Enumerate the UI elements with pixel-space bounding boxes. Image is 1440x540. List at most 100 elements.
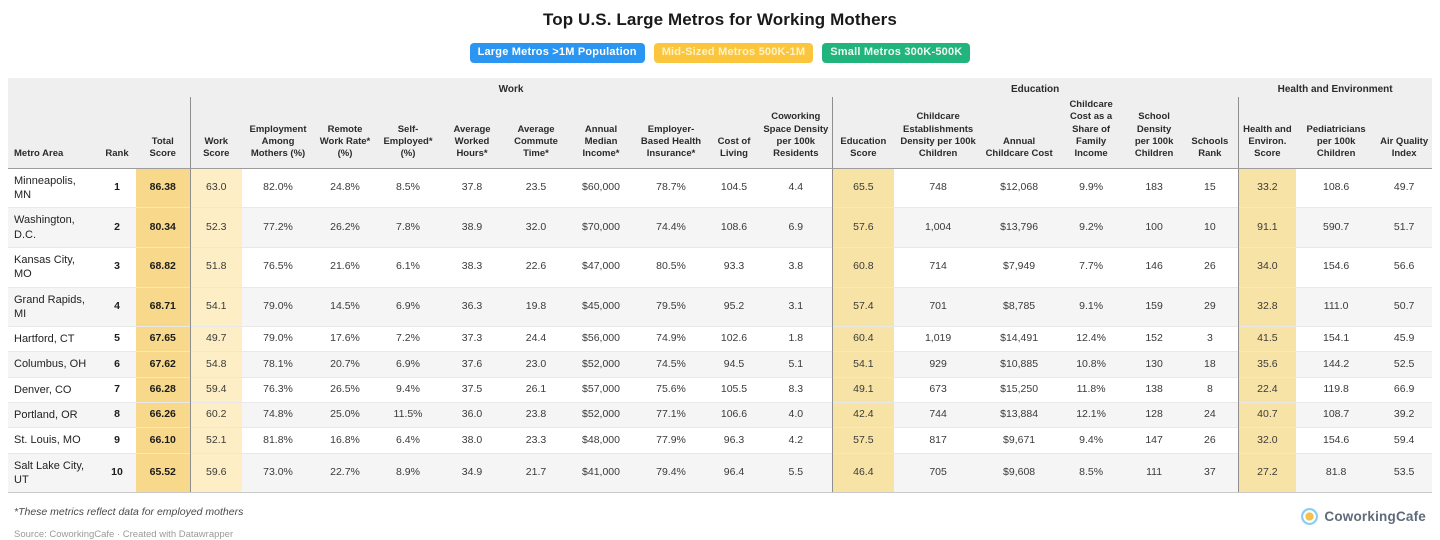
cell: 8.5% bbox=[376, 168, 441, 208]
cell: $13,796 bbox=[982, 207, 1057, 248]
cell: 59.4 bbox=[1376, 427, 1433, 454]
source-line[interactable]: Source: CoworkingCafe · Created with Dat… bbox=[14, 529, 234, 540]
cell: 5 bbox=[98, 326, 136, 352]
cell: $10,885 bbox=[982, 351, 1057, 378]
column-group-header: Education bbox=[832, 78, 1239, 97]
cell: $48,000 bbox=[568, 427, 635, 454]
cell: 108.7 bbox=[1296, 401, 1377, 428]
cell: 96.3 bbox=[708, 427, 761, 454]
table-row: Denver, CO 7 66.28 59.4 76.3% 26.5% 9.4% 37.5 26… bbox=[8, 376, 1433, 403]
cell: $13,884 bbox=[982, 401, 1057, 428]
cell: $60,000 bbox=[568, 168, 635, 208]
cell: $47,000 bbox=[568, 246, 635, 287]
cell: 183 bbox=[1126, 168, 1183, 208]
cell: 105.5 bbox=[708, 376, 761, 403]
cell: 68.71 bbox=[136, 286, 191, 327]
cell: 22.7% bbox=[314, 452, 377, 494]
cell: 7.8% bbox=[376, 207, 441, 248]
cell: 34.9 bbox=[440, 452, 505, 494]
cell: 38.0 bbox=[440, 427, 505, 454]
cell: 36.0 bbox=[440, 401, 505, 428]
cell: 5.5 bbox=[760, 452, 833, 494]
cell: 67.62 bbox=[136, 351, 191, 378]
cell: 77.1% bbox=[634, 401, 709, 428]
cell: 159 bbox=[1126, 286, 1183, 327]
cell: 3.1 bbox=[760, 286, 833, 327]
cell: 74.9% bbox=[634, 326, 709, 352]
cell: $14,491 bbox=[982, 326, 1057, 352]
cell: 37.6 bbox=[440, 351, 505, 378]
cell: 78.7% bbox=[634, 168, 709, 208]
cell: 38.9 bbox=[440, 207, 505, 248]
cell: 16.8% bbox=[314, 427, 377, 454]
cell: $12,068 bbox=[982, 168, 1057, 208]
cell: Minneapolis, MN bbox=[8, 168, 98, 208]
cell: 67.65 bbox=[136, 326, 191, 352]
cell: 56.6 bbox=[1376, 246, 1433, 287]
cell: 4.4 bbox=[760, 168, 833, 208]
cell: $70,000 bbox=[568, 207, 635, 248]
cell: 6 bbox=[98, 351, 136, 378]
cell: 9.2% bbox=[1056, 207, 1127, 248]
cell: 79.0% bbox=[242, 326, 315, 352]
cell: 15 bbox=[1182, 168, 1239, 208]
column-header: Education Score bbox=[831, 97, 895, 169]
legend-pill-2[interactable]: Small Metros 300K-500K bbox=[822, 43, 971, 63]
cell: 22.6 bbox=[504, 246, 569, 287]
cell: 76.3% bbox=[242, 376, 315, 403]
cell: 22.4 bbox=[1237, 376, 1297, 403]
coworkingcafe-logo[interactable]: CoworkingCafe bbox=[1301, 508, 1426, 526]
cell: 1 bbox=[98, 168, 136, 208]
cell: 45.9 bbox=[1376, 326, 1433, 352]
cell: 29 bbox=[1182, 286, 1239, 327]
cell: $8,785 bbox=[982, 286, 1057, 327]
cell: 24.4 bbox=[504, 326, 569, 352]
table-row: Portland, OR 8 66.26 60.2 74.8% 25.0% 11.5% 36.… bbox=[8, 401, 1433, 428]
cell: 82.0% bbox=[242, 168, 315, 208]
cell: 80.5% bbox=[634, 246, 709, 287]
legend-pill-1[interactable]: Mid-Sized Metros 500K-1M bbox=[653, 43, 814, 63]
cell: 10 bbox=[98, 452, 136, 494]
cell: 32.0 bbox=[504, 207, 569, 248]
cell: 138 bbox=[1126, 376, 1183, 403]
cell: Portland, OR bbox=[8, 401, 98, 428]
column-header: Average Worked Hours* bbox=[440, 97, 505, 169]
cell: Denver, CO bbox=[8, 376, 98, 403]
cell: 59.4 bbox=[189, 376, 243, 403]
cell: $41,000 bbox=[568, 452, 635, 494]
cell: 52.5 bbox=[1376, 351, 1433, 378]
cell: 54.8 bbox=[189, 351, 243, 378]
cell: 37.5 bbox=[440, 376, 505, 403]
cell: 154.6 bbox=[1296, 246, 1377, 287]
cell: 76.5% bbox=[242, 246, 315, 287]
cell: 8 bbox=[98, 401, 136, 428]
cell: 38.3 bbox=[440, 246, 505, 287]
table-row: Salt Lake City, UT 10 65.52 59.6 73.0% 22.7% 8… bbox=[8, 452, 1433, 494]
cell: 108.6 bbox=[708, 207, 761, 248]
cell: 32.8 bbox=[1237, 286, 1297, 327]
table-row: Grand Rapids, MI 4 68.71 54.1 79.0% 14.5% 6.9%… bbox=[8, 286, 1433, 327]
cell: 81.8% bbox=[242, 427, 315, 454]
cell: 60.2 bbox=[189, 401, 243, 428]
column-group-header: Work bbox=[190, 78, 833, 97]
cell: 26.5% bbox=[314, 376, 377, 403]
column-header: Average Commute Time* bbox=[504, 97, 569, 169]
legend-pill-0[interactable]: Large Metros >1M Population bbox=[469, 43, 645, 63]
cell: 81.8 bbox=[1296, 452, 1377, 494]
table-row: Kansas City, MO 3 68.82 51.8 76.5% 21.6% 6.1% 3… bbox=[8, 246, 1433, 287]
cell: 9 bbox=[98, 427, 136, 454]
cell: 8.9% bbox=[376, 452, 441, 494]
cell: 49.1 bbox=[831, 376, 895, 403]
cell: 147 bbox=[1126, 427, 1183, 454]
cell: Hartford, CT bbox=[8, 326, 98, 352]
cell: 744 bbox=[894, 401, 983, 428]
cell: 7.2% bbox=[376, 326, 441, 352]
cell: 19.8 bbox=[504, 286, 569, 327]
cell: 65.5 bbox=[831, 168, 895, 208]
cell: $56,000 bbox=[568, 326, 635, 352]
cell: 144.2 bbox=[1296, 351, 1377, 378]
cell: 5.1 bbox=[760, 351, 833, 378]
cell: 714 bbox=[894, 246, 983, 287]
cell: 673 bbox=[894, 376, 983, 403]
cell: 46.4 bbox=[831, 452, 895, 494]
